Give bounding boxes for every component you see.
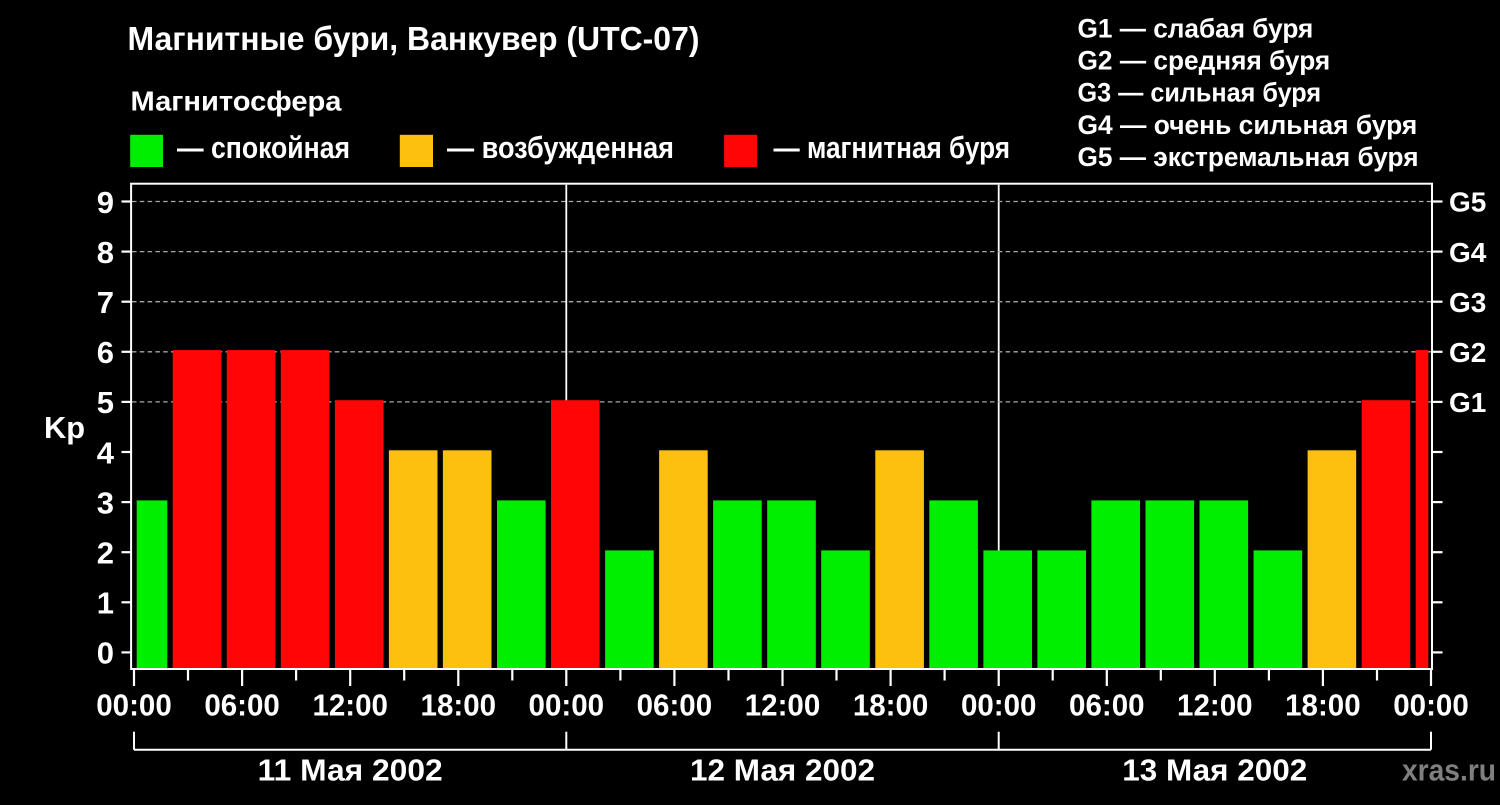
svg-text:13 Мая 2002: 13 Мая 2002 (1122, 752, 1307, 787)
svg-text:G3: G3 (1449, 287, 1486, 318)
svg-text:06:00: 06:00 (637, 688, 713, 723)
svg-text:G1: G1 (1449, 387, 1486, 418)
svg-text:xras.ru: xras.ru (1402, 753, 1496, 788)
svg-text:6: 6 (97, 335, 114, 370)
svg-text:00:00: 00:00 (961, 688, 1037, 723)
svg-text:00:00: 00:00 (1393, 688, 1469, 723)
svg-text:12 Мая 2002: 12 Мая 2002 (690, 752, 875, 787)
svg-text:00:00: 00:00 (96, 688, 172, 723)
svg-text:1: 1 (97, 586, 114, 621)
svg-text:00:00: 00:00 (529, 688, 605, 723)
svg-text:G4 — очень сильная буря: G4 — очень сильная буря (1078, 110, 1418, 140)
svg-text:8: 8 (97, 235, 114, 270)
svg-text:G5 — экстремальная буря: G5 — экстремальная буря (1078, 142, 1419, 172)
svg-text:2: 2 (97, 536, 114, 571)
svg-text:— спокойная: — спокойная (177, 130, 350, 165)
svg-text:0: 0 (97, 636, 114, 671)
svg-text:4: 4 (97, 435, 115, 470)
svg-text:06:00: 06:00 (1069, 688, 1145, 723)
svg-text:18:00: 18:00 (853, 688, 929, 723)
svg-text:G4: G4 (1449, 237, 1487, 268)
svg-text:06:00: 06:00 (204, 688, 280, 723)
svg-text:7: 7 (97, 285, 114, 320)
svg-text:G5: G5 (1449, 187, 1486, 218)
svg-text:11 Мая 2002: 11 Мая 2002 (258, 752, 443, 787)
svg-text:18:00: 18:00 (421, 688, 497, 723)
svg-text:5: 5 (97, 385, 114, 420)
svg-text:12:00: 12:00 (1177, 688, 1253, 723)
svg-text:— магнитная буря: — магнитная буря (774, 130, 1011, 165)
svg-text:G2: G2 (1449, 337, 1486, 368)
svg-text:G1 — слабая буря: G1 — слабая буря (1078, 13, 1314, 43)
svg-text:9: 9 (97, 185, 114, 220)
svg-text:18:00: 18:00 (1285, 688, 1361, 723)
svg-text:Kp: Kp (44, 410, 85, 445)
svg-text:— возбужденная: — возбужденная (447, 130, 674, 165)
svg-text:3: 3 (97, 485, 114, 520)
svg-text:Магнитные бури, Ванкувер (UTC-: Магнитные бури, Ванкувер (UTC-07) (128, 20, 700, 57)
svg-text:12:00: 12:00 (745, 688, 821, 723)
svg-text:12:00: 12:00 (312, 688, 388, 723)
svg-text:Магнитосфера: Магнитосфера (131, 86, 342, 117)
svg-text:G2 — средняя буря: G2 — средняя буря (1078, 46, 1331, 76)
svg-text:G3 — сильная буря: G3 — сильная буря (1078, 78, 1322, 108)
